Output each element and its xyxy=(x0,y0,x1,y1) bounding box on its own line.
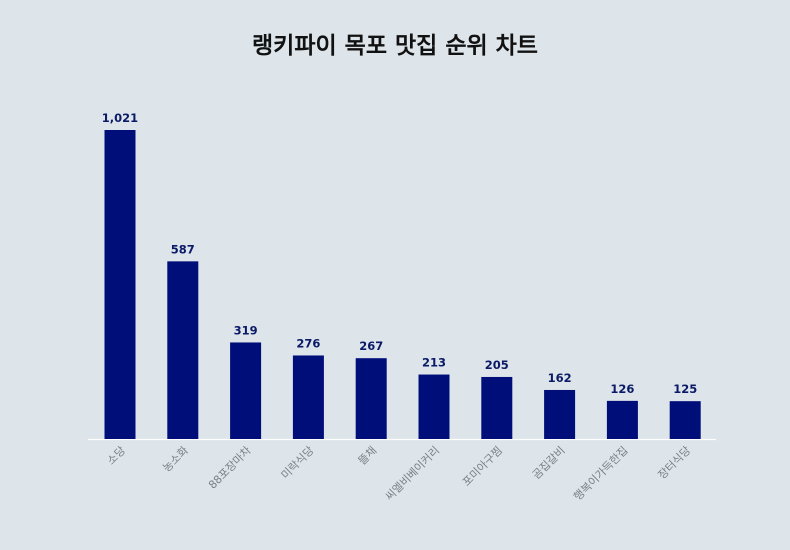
x-tick-label: 소당 xyxy=(105,444,129,468)
x-tick-label: 뜰채 xyxy=(356,444,380,468)
value-label: 205 xyxy=(485,358,509,372)
bar xyxy=(167,261,199,439)
x-tick-label: 행복이가득한집 xyxy=(571,444,630,503)
value-label: 1,021 xyxy=(102,111,138,125)
bar xyxy=(544,389,576,439)
value-label: 213 xyxy=(422,356,446,370)
chart-title: 랭키파이 목포 맛집 순위 차트 xyxy=(252,33,538,59)
x-tick-label: 포미아구찜 xyxy=(460,444,505,489)
x-tick-label: 88포장마차 xyxy=(206,444,254,492)
bar xyxy=(669,401,701,439)
value-label: 267 xyxy=(359,339,383,353)
x-tick-label: 곰집갈비 xyxy=(529,443,568,482)
bar xyxy=(230,342,262,439)
x-tick-label: 미락식당 xyxy=(279,444,317,482)
value-label: 587 xyxy=(171,242,195,256)
x-tick-label: 장터식당 xyxy=(656,444,694,482)
x-tick-label: 농소화 xyxy=(160,444,191,475)
bar xyxy=(104,130,136,439)
value-label: 276 xyxy=(296,336,320,350)
bar xyxy=(418,374,450,439)
bar xyxy=(292,355,324,439)
value-label: 126 xyxy=(610,382,634,396)
bar xyxy=(355,358,387,439)
value-label: 162 xyxy=(548,371,572,385)
bar xyxy=(481,376,513,439)
bar xyxy=(606,400,638,439)
x-tick-label: 씨엘비베이커리 xyxy=(383,444,442,503)
value-label: 125 xyxy=(673,382,697,396)
value-label: 319 xyxy=(234,323,258,337)
